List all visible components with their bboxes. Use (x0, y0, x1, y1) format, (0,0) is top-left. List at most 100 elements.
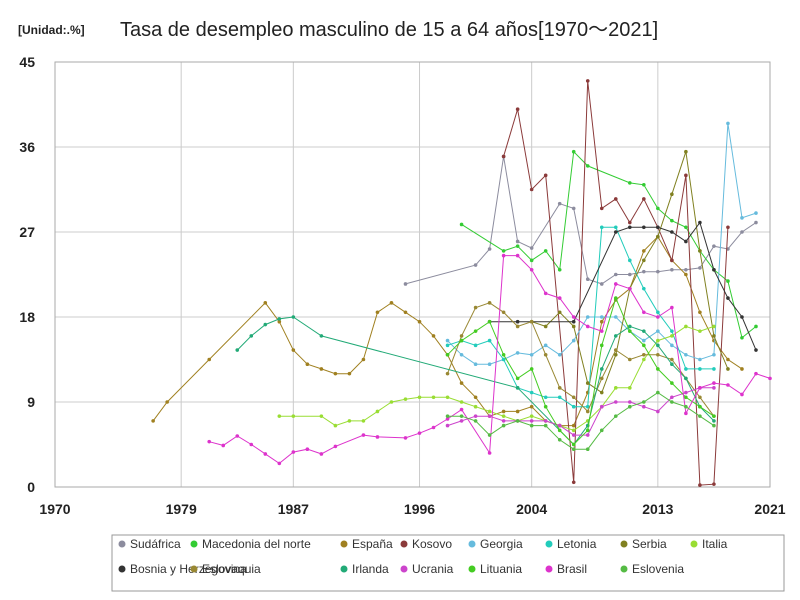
data-point (684, 367, 688, 371)
data-point (571, 428, 576, 433)
data-point (571, 433, 576, 437)
data-point (529, 367, 534, 371)
data-point (712, 334, 716, 338)
data-point (361, 419, 366, 423)
data-point (698, 386, 702, 390)
data-point (698, 329, 702, 333)
data-point (473, 362, 478, 367)
data-point (571, 324, 576, 329)
data-point (754, 220, 758, 225)
data-point (599, 282, 604, 286)
series-line (152, 235, 743, 427)
data-point (235, 434, 240, 438)
data-point (642, 329, 646, 333)
data-point (557, 201, 562, 206)
data-point (501, 423, 506, 428)
data-point (403, 436, 408, 440)
data-point (277, 319, 282, 324)
data-point (277, 317, 282, 321)
legend-item: Brasil (545, 562, 587, 576)
x-tick-label: 2021 (754, 501, 785, 517)
data-point (291, 414, 296, 418)
data-point (249, 334, 254, 338)
series-line (447, 226, 714, 408)
legend-marker (620, 540, 628, 548)
data-point (712, 367, 716, 371)
data-point (543, 291, 548, 296)
data-point (754, 371, 758, 376)
data-point (221, 443, 226, 448)
data-point (726, 279, 730, 283)
data-point (613, 334, 618, 338)
legend-label: Eslovenia (632, 562, 684, 576)
data-point (670, 362, 674, 367)
data-point (613, 296, 618, 300)
data-point (698, 367, 702, 371)
data-point (712, 414, 716, 418)
legend-label: Italia (702, 537, 728, 551)
data-point (529, 319, 534, 324)
data-point (656, 352, 660, 357)
data-point (431, 334, 436, 338)
data-point (642, 269, 646, 274)
data-point (291, 348, 296, 352)
data-point (459, 414, 464, 418)
data-point (684, 411, 688, 416)
data-point (543, 343, 548, 348)
series-line (447, 302, 715, 417)
data-point (417, 319, 422, 324)
data-point (585, 433, 590, 437)
legend-item: Italia (690, 537, 728, 551)
data-point (543, 324, 548, 329)
data-point (656, 338, 660, 343)
data-point (473, 329, 478, 333)
data-point (417, 431, 422, 435)
legend-marker (340, 565, 348, 573)
data-point (712, 267, 716, 272)
series-line (531, 151, 729, 394)
series-8 (487, 220, 758, 352)
data-point (613, 315, 618, 319)
data-point (431, 395, 436, 400)
series-line (209, 255, 771, 465)
data-point (515, 244, 520, 248)
data-point (263, 452, 268, 456)
data-point (670, 258, 674, 263)
x-tick-label: 2004 (516, 501, 547, 517)
data-point (487, 409, 492, 414)
data-point (529, 423, 534, 428)
series-line (447, 296, 715, 446)
data-point (473, 263, 478, 267)
y-tick-label: 18 (19, 309, 35, 325)
data-point (684, 404, 688, 409)
data-point (347, 419, 352, 423)
data-point (599, 319, 604, 324)
data-point (656, 409, 660, 414)
data-point (515, 319, 520, 324)
data-point (642, 357, 646, 362)
legend-label: Eslovaquia (202, 562, 261, 576)
data-point (642, 286, 646, 291)
data-point (642, 258, 646, 263)
data-point (515, 351, 520, 355)
data-point (459, 334, 464, 338)
data-point (628, 225, 632, 230)
data-point (656, 269, 660, 274)
data-point (445, 371, 450, 376)
data-point (613, 230, 618, 234)
x-tick-label: 1970 (39, 501, 70, 517)
data-point (642, 182, 646, 187)
data-point (487, 301, 492, 305)
data-point (656, 310, 660, 315)
data-point (501, 414, 506, 418)
data-point (656, 343, 660, 348)
grid (54, 61, 771, 488)
data-point (571, 395, 576, 400)
data-point (628, 181, 632, 185)
legend-label: España (352, 537, 393, 551)
data-point (599, 404, 604, 409)
legend-marker (340, 540, 348, 548)
data-point (684, 149, 688, 154)
data-point (571, 338, 576, 343)
data-point (557, 267, 562, 272)
